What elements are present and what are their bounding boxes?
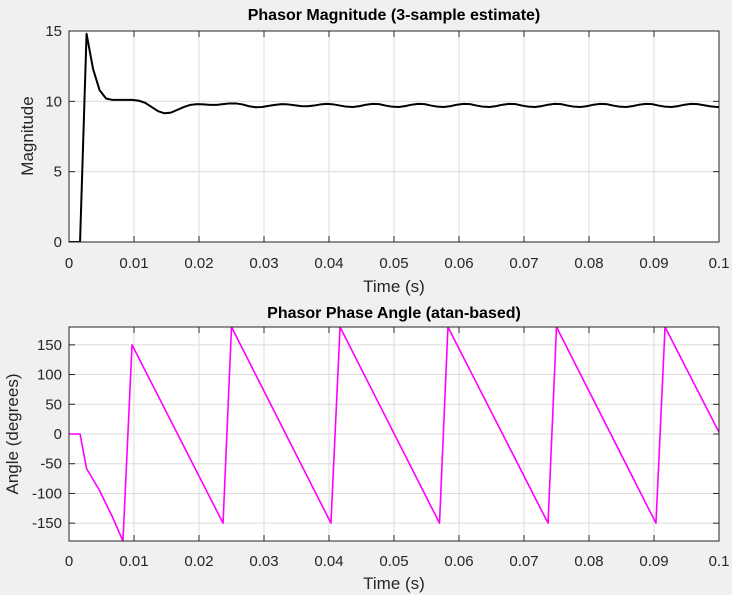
magnitude-x-ticks: 0 0.01 0.02 0.03 0.04 0.05 0.06 0.07 0.08 0.09 0.1 xyxy=(65,31,730,272)
phase-plot-border xyxy=(68,326,720,542)
phase-series-line xyxy=(69,327,719,541)
phase-x-tick-label: 0.07 xyxy=(509,553,538,570)
phase-y-ticks: -150 -100 -50 0 50 100 150 xyxy=(32,337,719,532)
phase-x-tick-label: 0.05 xyxy=(379,553,408,570)
phase-x-tick-label: 0.08 xyxy=(574,553,603,570)
phase-y-tick-label: 0 xyxy=(54,426,62,443)
phase-y-tick-label: -100 xyxy=(32,485,62,502)
phase-y-tick-label: 100 xyxy=(37,367,62,384)
phase-y-tick-label: -150 xyxy=(32,515,62,532)
phase-y-tick-label: -50 xyxy=(40,456,62,473)
phase-x-tick-label: 0.1 xyxy=(709,553,730,570)
phase-chart-title: Phasor Phase Angle (atan-based) xyxy=(267,305,521,322)
phase-x-tick-label: 0.02 xyxy=(184,553,213,570)
magnitude-x-tick-label: 0.03 xyxy=(249,255,278,272)
phase-x-tick-label: 0.04 xyxy=(314,553,343,570)
magnitude-series xyxy=(69,32,719,242)
magnitude-x-tick-label: 0.1 xyxy=(709,255,730,272)
magnitude-y-tick-label: 0 xyxy=(54,234,62,251)
phase-y-tick-label: 150 xyxy=(37,337,62,354)
phase-x-axis-label: Time (s) xyxy=(363,574,425,593)
phase-x-tick-label: 0 xyxy=(65,553,73,570)
magnitude-plot-border xyxy=(68,30,720,243)
magnitude-x-axis-label: Time (s) xyxy=(363,277,425,296)
magnitude-x-tick-label: 0 xyxy=(65,255,73,272)
magnitude-x-tick-label: 0.09 xyxy=(639,255,668,272)
phase-chart: 0 0.01 0.02 0.03 0.04 0.05 0.06 0.07 0.08 0.09 0.1… xyxy=(3,305,729,593)
magnitude-chart-title: Phasor Magnitude (3-sample estimate) xyxy=(248,7,541,24)
magnitude-series-line xyxy=(69,32,719,242)
phase-x-tick-label: 0.03 xyxy=(249,553,278,570)
magnitude-x-tick-label: 0.08 xyxy=(574,255,603,272)
phase-x-tick-label: 0.06 xyxy=(444,553,473,570)
magnitude-y-tick-label: 10 xyxy=(45,93,62,110)
phase-x-tick-label: 0.01 xyxy=(119,553,148,570)
phase-x-tick-label: 0.09 xyxy=(639,553,668,570)
magnitude-x-tick-label: 0.07 xyxy=(509,255,538,272)
magnitude-y-tick-label: 15 xyxy=(45,23,62,40)
phase-y-axis-label: Angle (degrees) xyxy=(3,374,22,495)
magnitude-y-tick-label: 5 xyxy=(54,164,62,181)
magnitude-x-tick-label: 0.05 xyxy=(379,255,408,272)
magnitude-x-tick-label: 0.04 xyxy=(314,255,343,272)
magnitude-y-axis-label: Magnitude xyxy=(18,96,37,175)
magnitude-chart: 0 0.01 0.02 0.03 0.04 0.05 0.06 0.07 0.08 0.09 0.1… xyxy=(18,7,729,296)
magnitude-x-tick-label: 0.02 xyxy=(184,255,213,272)
magnitude-x-tick-label: 0.01 xyxy=(119,255,148,272)
phase-x-ticks: 0 0.01 0.02 0.03 0.04 0.05 0.06 0.07 0.08 0.09 0.1 xyxy=(65,327,730,570)
phase-series xyxy=(69,327,719,541)
phase-y-tick-label: 50 xyxy=(45,396,62,413)
magnitude-x-tick-label: 0.06 xyxy=(444,255,473,272)
